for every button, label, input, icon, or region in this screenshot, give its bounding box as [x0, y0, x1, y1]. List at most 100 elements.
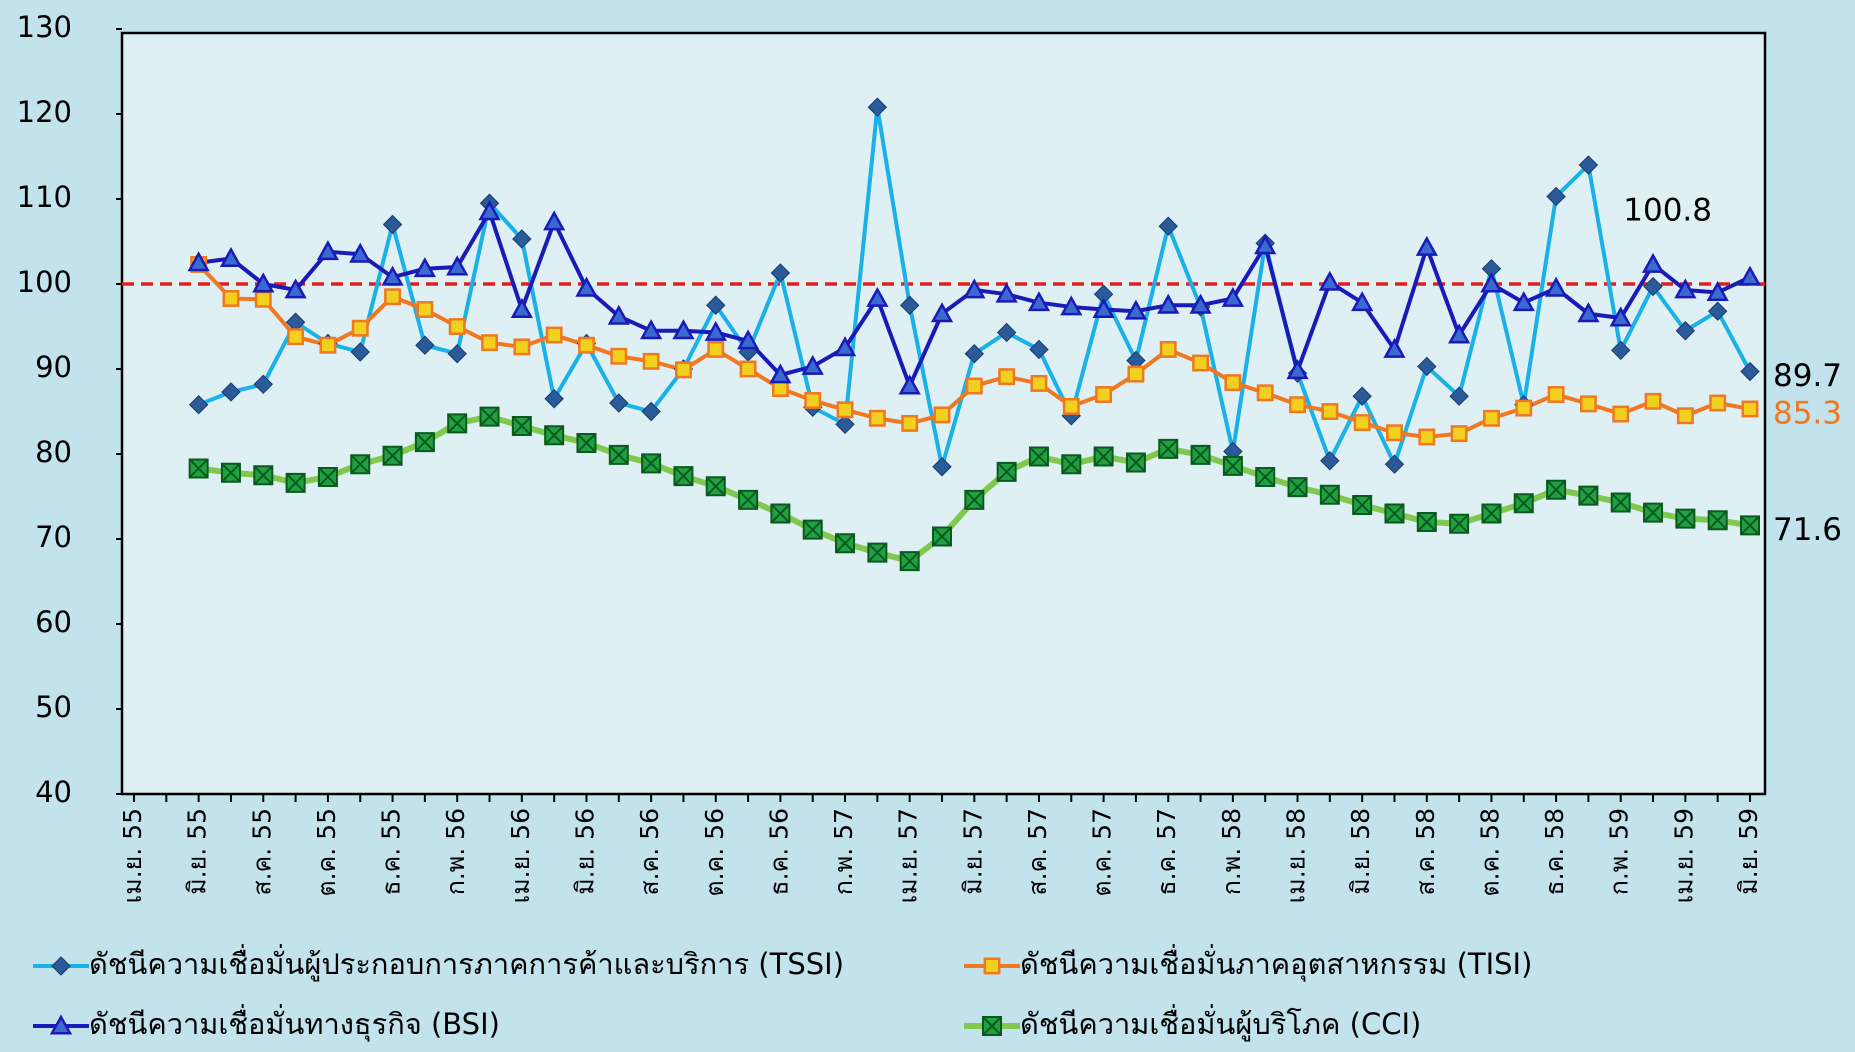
marker	[738, 489, 759, 510]
marker	[1547, 386, 1565, 403]
marker	[448, 318, 466, 335]
y-tick-label: 120	[17, 95, 72, 129]
marker	[578, 336, 595, 354]
marker	[1092, 297, 1115, 318]
marker	[932, 526, 952, 547]
marker	[285, 472, 306, 493]
marker	[1643, 276, 1663, 297]
marker	[222, 290, 240, 307]
x-tick-label: เม.ย. 56	[506, 808, 535, 903]
marker	[478, 200, 501, 221]
marker	[996, 461, 1017, 482]
marker	[1415, 235, 1438, 256]
marker	[544, 425, 565, 446]
marker	[1384, 503, 1405, 524]
marker	[1612, 405, 1630, 423]
marker	[1318, 270, 1341, 291]
marker	[1189, 293, 1212, 314]
marker	[1447, 323, 1471, 344]
marker	[1254, 234, 1277, 255]
x-tick-label: ก.พ. 59	[1605, 808, 1634, 895]
marker	[576, 432, 597, 453]
marker	[1319, 484, 1340, 505]
marker	[802, 519, 823, 540]
marker	[187, 251, 210, 272]
marker	[481, 334, 498, 352]
marker	[964, 343, 985, 364]
marker	[446, 255, 469, 276]
marker	[1706, 280, 1729, 301]
marker	[188, 458, 209, 479]
marker	[221, 382, 241, 402]
marker	[49, 1014, 73, 1035]
marker	[319, 336, 337, 354]
marker	[447, 413, 468, 434]
legend-label: ดัชนีความเชื่อมั่นผู้บริโภค (CCI)	[1020, 1004, 1421, 1042]
marker	[835, 414, 855, 434]
marker	[1222, 455, 1243, 476]
marker	[447, 343, 467, 364]
marker	[1641, 252, 1665, 273]
marker	[982, 1016, 1002, 1036]
marker	[575, 276, 598, 297]
x-tick-label: มิ.ย. 57	[958, 808, 987, 895]
marker	[609, 393, 629, 413]
marker	[1450, 425, 1468, 443]
marker	[963, 278, 986, 299]
marker	[219, 246, 243, 267]
y-tick-label: 40	[35, 775, 72, 809]
marker	[1609, 306, 1632, 327]
x-tick-label: ธ.ค. 58	[1540, 808, 1569, 896]
marker	[188, 394, 209, 415]
x-tick-label: เม.ย. 58	[1282, 808, 1311, 903]
x-tick-label: เม.ย. 55	[118, 808, 147, 903]
marker	[1062, 397, 1080, 415]
marker	[1611, 340, 1631, 361]
marker	[543, 210, 566, 231]
marker	[384, 288, 402, 306]
marker	[704, 320, 727, 341]
marker	[1124, 299, 1148, 320]
marker	[254, 290, 272, 308]
marker	[414, 432, 435, 453]
x-tick-label: ธ.ค. 57	[1152, 808, 1181, 896]
marker	[1674, 278, 1697, 299]
marker	[867, 97, 888, 117]
marker	[1546, 479, 1567, 500]
marker	[1256, 384, 1274, 402]
marker	[511, 415, 532, 436]
marker	[1418, 428, 1436, 446]
marker	[1675, 321, 1696, 341]
y-tick-label: 100	[17, 265, 72, 299]
marker	[1577, 302, 1600, 323]
marker	[317, 466, 338, 487]
x-tick-label: ต.ค. 55	[312, 808, 341, 897]
marker	[544, 389, 564, 409]
marker	[898, 374, 921, 395]
y-tick-label: 80	[35, 435, 72, 469]
marker	[1352, 495, 1373, 515]
marker	[1386, 424, 1403, 442]
x-tick-label: ต.ค. 56	[700, 808, 729, 897]
marker	[1515, 399, 1533, 417]
marker	[1482, 409, 1500, 427]
marker	[901, 414, 919, 432]
marker	[899, 295, 920, 315]
x-tick-label: ส.ค. 57	[1023, 808, 1052, 896]
marker	[867, 542, 888, 563]
marker	[1383, 337, 1406, 358]
marker	[610, 347, 628, 365]
marker	[639, 319, 663, 340]
marker	[866, 286, 889, 307]
data-label: 89.7	[1773, 358, 1842, 394]
marker	[510, 297, 533, 318]
x-tick-label: ก.พ. 56	[441, 808, 470, 895]
marker	[705, 476, 726, 497]
marker	[868, 409, 886, 427]
marker	[833, 336, 857, 357]
marker	[996, 322, 1017, 343]
marker	[983, 957, 1001, 975]
y-tick-label: 60	[35, 605, 72, 639]
marker	[1610, 492, 1631, 513]
